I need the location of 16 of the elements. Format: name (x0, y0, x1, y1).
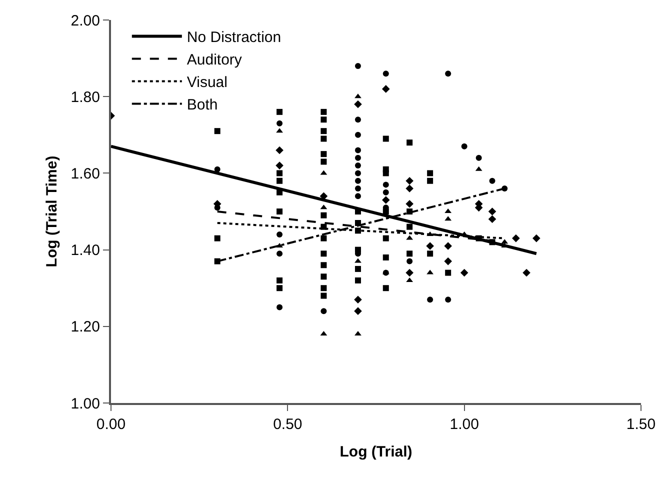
x-tick-label: 0.50 (273, 416, 302, 433)
y-tick-label: 1.40 (70, 242, 100, 260)
legend-label: No Distraction (186, 29, 282, 46)
x-tick-label: 1.00 (450, 416, 479, 433)
y-axis-title: Log (Trial Time) (44, 156, 61, 268)
y-tick-label: 1.00 (70, 395, 100, 412)
y-tick-label: 1.20 (70, 318, 100, 336)
x-axis-title: Log (Trial) (340, 444, 412, 460)
x-tick-label: 1.50 (626, 416, 656, 433)
x-tick-label: 0.00 (96, 416, 126, 433)
legend-label: Both (186, 96, 218, 114)
y-tick-label: 1.80 (70, 88, 100, 106)
y-tick-label: 1.60 (70, 165, 100, 182)
y-tick-label: 2.00 (70, 12, 100, 30)
legend-label: Auditory (186, 52, 242, 69)
legend-label: Visual (186, 74, 228, 92)
